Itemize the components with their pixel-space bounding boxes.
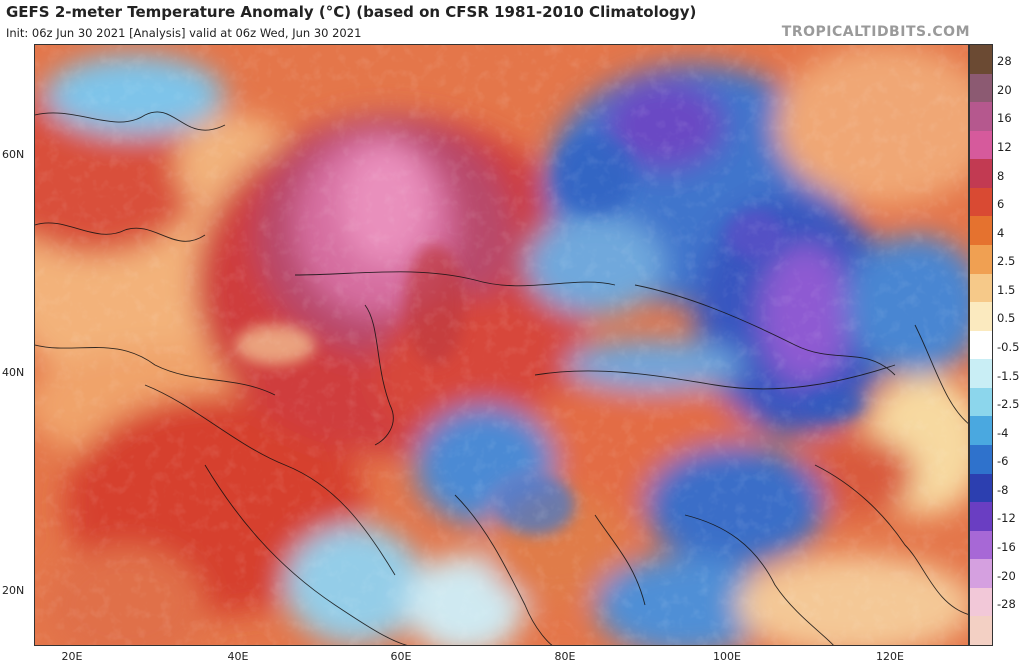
colorbar-tick-label: -6 [997,454,1009,469]
map-title: GEFS 2-meter Temperature Anomaly (°C) (b… [6,3,697,21]
lat-label-20n: 20N [2,584,25,597]
colorbar-tick-label: 2.5 [997,254,1016,269]
colorbar-swatch [970,273,992,303]
anomaly-field [35,45,968,645]
lon-label-40e: 40E [227,650,249,663]
colorbar-swatch [970,530,992,560]
colorbar-tick-label: -28 [997,597,1016,612]
colorbar-swatch [970,130,992,160]
anomaly-map [34,44,969,646]
colorbar-tick-label: -8 [997,482,1009,497]
lat-label-60n: 60N [2,148,25,161]
colorbar-swatch [970,473,992,503]
colorbar-swatch [970,73,992,103]
colorbar-swatch [970,616,992,646]
colorbar-tick-label: 28 [997,54,1012,69]
colorbar-swatch [970,245,992,275]
colorbar-tick-label: 1.5 [997,282,1016,297]
colorbar-tick-label: -12 [997,511,1016,526]
colorbar-tick-label: 6 [997,197,1005,212]
colorbar-swatch [970,559,992,589]
colorbar-swatch [970,45,992,75]
colorbar-tick-label: -2.5 [997,397,1020,412]
colorbar-tick-label: -1.5 [997,368,1020,383]
colorbar-tick-label: 16 [997,111,1012,126]
brand-watermark[interactable]: TROPICALTIDBITS.COM [781,24,970,40]
lon-label-120e: 120E [876,650,904,663]
colorbar-tick-label: 8 [997,168,1005,183]
lat-label-40n: 40N [2,366,25,379]
lon-label-60e: 60E [390,650,412,663]
map-subtitle: Init: 06z Jun 30 2021 [Analysis] valid a… [6,26,362,40]
colorbar-tick-label: 12 [997,140,1012,154]
colorbar-tick-label: -0.5 [997,340,1020,354]
colorbar-swatch [970,216,992,246]
colorbar-swatch [970,330,992,360]
colorbar-tick-label: -4 [997,425,1009,440]
colorbar-swatch [970,187,992,217]
colorbar-tick-label: 0.5 [997,311,1016,326]
colorbar-tick-label: -16 [997,540,1016,554]
colorbar-swatch [970,102,992,132]
colorbar-swatch [970,502,992,532]
lon-label-20e: 20E [61,650,83,663]
colorbar-swatch [970,159,992,189]
lon-label-80e: 80E [554,650,576,663]
colorbar-swatch [970,445,992,475]
colorbar [969,44,993,646]
colorbar-swatch [970,416,992,446]
colorbar-tick-label: -20 [997,568,1016,583]
lon-label-100e: 100E [713,650,741,663]
colorbar-swatch [970,587,992,617]
colorbar-swatch [970,302,992,332]
colorbar-swatch [970,359,992,389]
colorbar-tick-label: 20 [997,82,1012,97]
colorbar-swatch [970,387,992,417]
colorbar-tick-label: 4 [997,225,1005,240]
